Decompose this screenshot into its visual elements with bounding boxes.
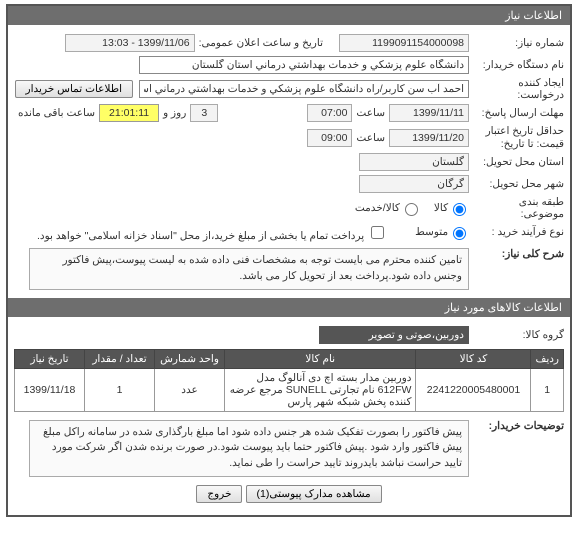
exit-button[interactable]: خروج — [196, 485, 242, 503]
cell-qty: 1 — [85, 368, 155, 411]
col-code: کد کالا — [416, 349, 531, 368]
group-value: دوربین،صوتی و تصویر — [319, 326, 469, 344]
goods-header: اطلاعات کالاهای مورد نیاز — [8, 298, 570, 317]
table-header-row: ردیف کد کالا نام کالا واحد شمارش تعداد /… — [15, 349, 564, 368]
countdown: 21:01:11 — [99, 104, 159, 122]
cell-code: 2241220005480001 — [416, 368, 531, 411]
category-radio-group: کالا کالا/خدمت — [345, 200, 469, 216]
buy-type-label: نوع فرآیند خرید : — [469, 226, 564, 238]
col-date: تاریخ نیاز — [15, 349, 85, 368]
cell-name: دوربین مدار بسته اچ دی آنالوگ مدل 612FW … — [225, 368, 416, 411]
view-attachments-button[interactable]: مشاهده مدارک پیوستی(1) — [246, 485, 382, 503]
buyer-name-input[interactable] — [139, 56, 469, 74]
validity-date: 1399/11/20 — [389, 129, 469, 147]
announce-value: 1399/11/06 - 13:03 — [65, 34, 195, 52]
delivery-city: گرگان — [359, 175, 469, 193]
need-no-value: 1199091154000098 — [339, 34, 469, 52]
buyer-name-label: نام دستگاه خریدار: — [469, 59, 564, 71]
reply-date: 1399/11/11 — [389, 104, 469, 122]
hour-label-1: ساعت — [352, 107, 389, 119]
remaining-label: ساعت باقی مانده — [14, 107, 99, 119]
col-name: نام کالا — [225, 349, 416, 368]
cell-date: 1399/11/18 — [15, 368, 85, 411]
reply-deadline-label: مهلت ارسال پاسخ: — [469, 107, 564, 119]
table-row[interactable]: 1 2241220005480001 دوربین مدار بسته اچ د… — [15, 368, 564, 411]
cell-row: 1 — [531, 368, 564, 411]
goods-table: ردیف کد کالا نام کالا واحد شمارش تعداد /… — [14, 349, 564, 412]
col-row: ردیف — [531, 349, 564, 368]
validity-label: حداقل تاریخ اعتبار قیمت: تا تاریخ: — [469, 125, 564, 150]
general-desc: تامین کننده محترم می بایست توجه به مشخصا… — [29, 248, 469, 290]
col-unit: واحد شمارش — [155, 349, 225, 368]
cell-unit: عدد — [155, 368, 225, 411]
validity-hour: 09:00 — [307, 129, 352, 147]
announce-label: تاریخ و ساعت اعلان عمومی: — [195, 37, 327, 49]
hour-label-2: ساعت — [352, 132, 389, 144]
creator-input[interactable] — [139, 80, 469, 98]
need-no-label: شماره نیاز: — [469, 37, 564, 49]
col-qty: تعداد / مقدار — [85, 349, 155, 368]
need-info-panel: اطلاعات نیاز شماره نیاز: 119909115400009… — [6, 4, 572, 517]
buyer-notes-label: توضیحات خریدار: — [469, 420, 564, 432]
creator-label: ایجاد کننده درخواست: — [469, 77, 564, 101]
delivery-city-label: شهر محل تحویل: — [469, 178, 564, 190]
partial-pay-check[interactable]: پرداخت تمام یا بخشی از مبلغ خرید،از محل … — [37, 223, 387, 242]
days-label: روز و — [159, 107, 190, 119]
radio-medium[interactable]: متوسط — [415, 226, 469, 238]
radio-service[interactable]: کالا/خدمت — [355, 202, 421, 214]
contact-buyer-button[interactable]: اطلاعات تماس خریدار — [15, 80, 133, 98]
reply-hour: 07:00 — [307, 104, 352, 122]
category-label: طبقه بندی موضوعی: — [469, 196, 564, 220]
general-desc-label: شرح کلی نیاز: — [469, 248, 564, 260]
panel-title: اطلاعات نیاز — [8, 6, 570, 25]
delivery-prov-label: استان محل تحویل: — [469, 156, 564, 168]
days-value: 3 — [190, 104, 218, 122]
buyer-notes: پیش فاکتور را بصورت تفکیک شده هر جنس داد… — [29, 420, 469, 477]
buy-type-radio-group: متوسط — [405, 224, 469, 240]
group-label: گروه کالا: — [469, 329, 564, 341]
radio-goods[interactable]: کالا — [434, 202, 469, 214]
delivery-prov: گلستان — [359, 153, 469, 171]
